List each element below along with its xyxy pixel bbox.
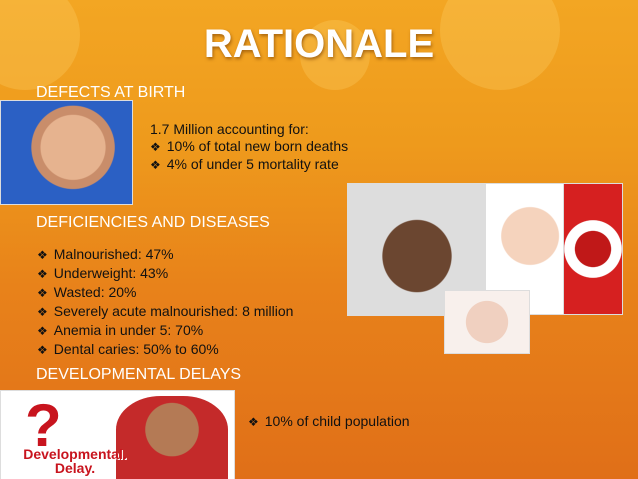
developmental-delay-caption: Developmental. Delay.	[23, 446, 127, 476]
deficiency-bullet: Anemia in under 5: 70%	[37, 322, 203, 340]
section-heading-birth: DEFECTS AT BIRTH	[36, 84, 186, 101]
dental-caries-photo	[444, 290, 530, 354]
deficiency-bullet: Malnourished: 47%	[37, 246, 174, 264]
slide-title: RATIONALE	[203, 22, 435, 66]
deficiency-bullet: Dental caries: 50% to 60%	[37, 341, 219, 359]
section-heading-deficiencies: DEFICIENCIES AND DISEASES	[36, 214, 270, 231]
section-heading-delays: DEVELOPMENTAL DELAYS	[36, 366, 242, 383]
decorative-flower	[300, 20, 370, 90]
deficiency-bullet: Wasted: 20%	[37, 284, 137, 302]
toddler-figure	[116, 396, 228, 479]
developmental-delay-image: ? Developmental. Delay.	[0, 390, 235, 479]
deficiency-bullet: Severely acute malnourished: 8 million	[37, 303, 294, 321]
delay-bullet: 10% of child population	[248, 413, 410, 431]
deficiency-bullet: Underweight: 43%	[37, 265, 168, 283]
question-mark-icon: ?	[25, 392, 62, 459]
cleft-lip-child-photo	[0, 100, 133, 205]
birth-bullet: 10% of total new born deaths	[150, 138, 348, 156]
birth-bullet: 4% of under 5 mortality rate	[150, 156, 339, 174]
red-blood-cells-photo	[563, 183, 623, 315]
birth-intro: 1.7 Million accounting for:	[150, 121, 309, 137]
